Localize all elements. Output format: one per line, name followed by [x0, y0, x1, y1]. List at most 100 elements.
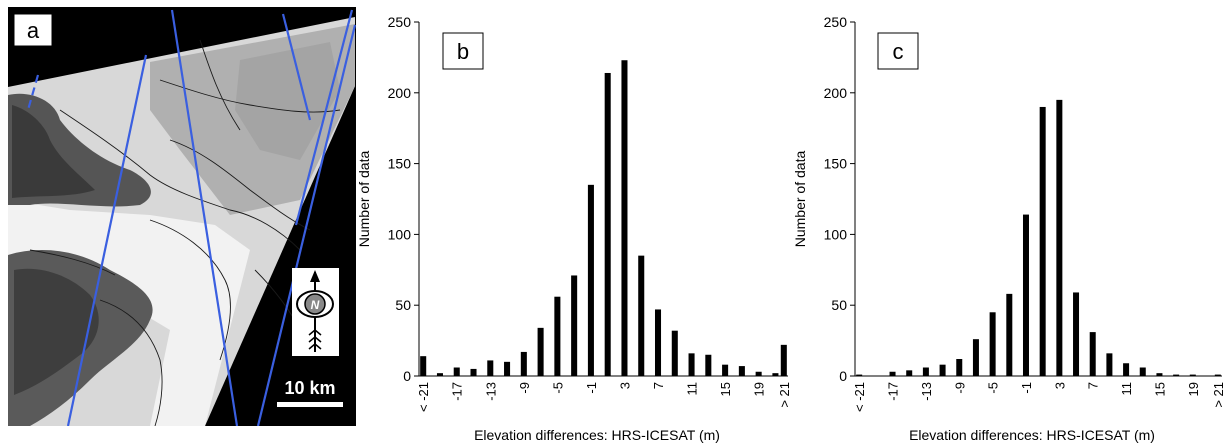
north-label: N [311, 298, 320, 312]
b-bar [780, 344, 787, 376]
track-6 [26, 74, 40, 111]
b-bar [688, 353, 695, 376]
c-bar [1006, 293, 1013, 376]
b-y-tick-label: 200 [388, 85, 412, 101]
b-x-tick-label: 19 [752, 382, 767, 396]
c-bar [1214, 374, 1221, 376]
c-y-tick-label: 0 [839, 368, 847, 384]
b-bar [420, 356, 427, 376]
b-bar [470, 368, 477, 376]
b-bar [554, 296, 561, 376]
b-x-tick-label: 15 [718, 382, 733, 396]
c-bar [1156, 373, 1163, 376]
b-bar [621, 60, 628, 377]
b-y-tick-label: 0 [403, 368, 411, 384]
c-x-tick-label: -17 [886, 382, 901, 401]
b-bar [638, 255, 645, 376]
b-x-tick-label: 11 [685, 382, 700, 396]
panel-a-label-box [13, 13, 53, 47]
c-bar [1089, 332, 1096, 376]
ice-surface-texture [235, 42, 340, 160]
c-bar [1139, 367, 1146, 376]
c-bar [856, 374, 863, 376]
north-arrow-icon: N [292, 268, 339, 356]
c-bar [906, 370, 913, 376]
c-bar [939, 364, 946, 376]
b-bar [520, 351, 527, 376]
c-bar [1106, 353, 1113, 376]
b-bar [436, 373, 443, 376]
c-bar [972, 339, 979, 376]
chart-b-x-label: Elevation differences: HRS-ICESAT (m) [474, 427, 720, 443]
c-x-tick-label: 7 [1086, 382, 1101, 389]
c-x-tick-label: -1 [1019, 382, 1034, 394]
b-bar [504, 361, 511, 376]
b-x-tick-label: -17 [450, 382, 465, 401]
c-y-tick-label: 50 [831, 297, 847, 313]
c-y-tick-label: 150 [824, 156, 848, 172]
chart-b-panel-label-box [442, 32, 484, 70]
c-x-tick-label: 15 [1152, 382, 1167, 396]
chart-b-x-tick-labels: < -21 -17 -13 -9 -5 -1 3 7 11 15 19 > 21 [416, 382, 792, 412]
dark-region-south-inner [14, 268, 99, 395]
b-y-tick-label: 100 [388, 226, 412, 242]
b-x-tick-label: -1 [584, 382, 599, 394]
b-x-tick-label: 3 [617, 382, 632, 389]
b-x-tick-label: < -21 [416, 382, 431, 412]
b-bar [537, 327, 544, 376]
c-bar [1189, 374, 1196, 376]
chart-c-panel-label: c [893, 39, 904, 64]
b-bar [755, 371, 762, 376]
track-1 [66, 54, 148, 426]
c-x-tick-label: -13 [919, 382, 934, 401]
chart-b-bars [420, 60, 787, 377]
c-x-tick-label: < -21 [852, 382, 867, 412]
b-x-tick-label: -9 [517, 382, 532, 394]
c-bar [1039, 106, 1046, 377]
c-bar [889, 371, 896, 376]
track-2 [170, 9, 239, 426]
track-3 [256, 24, 356, 426]
c-bar [956, 359, 963, 376]
panel-a-label: a [27, 18, 40, 43]
satellite-tracks [26, 9, 356, 426]
b-bar [654, 309, 662, 376]
b-x-tick-label: -13 [483, 382, 498, 401]
c-bar [1056, 99, 1063, 376]
chart-c-panel-label-box [877, 32, 919, 70]
b-y-tick-label: 50 [395, 297, 411, 313]
b-bar [453, 367, 460, 376]
b-bar [604, 72, 611, 376]
b-x-tick-label: > 21 [777, 382, 792, 408]
b-bar [738, 366, 745, 376]
chart-b-y-label: Number of data [356, 151, 372, 248]
c-y-tick-label: 200 [824, 85, 848, 101]
c-x-tick-label: 11 [1119, 382, 1134, 396]
b-bar [772, 373, 779, 376]
c-bar [1022, 214, 1029, 376]
b-bar [571, 275, 578, 376]
b-y-tick-label: 150 [388, 156, 412, 172]
b-x-tick-label: -5 [550, 382, 565, 394]
track-4 [281, 13, 312, 121]
b-bar [587, 184, 594, 376]
c-x-tick-label: 19 [1186, 382, 1201, 396]
c-bar [1173, 374, 1180, 376]
c-bar [1073, 292, 1080, 376]
chart-c-y-label: Number of data [792, 151, 808, 248]
c-bar [1123, 363, 1130, 376]
c-bar [989, 312, 996, 376]
chart-c-x-label: Elevation differences: HRS-ICESAT (m) [909, 427, 1155, 443]
b-bar [487, 360, 494, 376]
c-x-tick-label: 3 [1052, 382, 1067, 389]
b-x-tick-label: 7 [651, 382, 666, 389]
chart-b-y-axis-ticks: 0 50 100 150 200 250 [388, 14, 419, 384]
scale-bar: 10 km [277, 378, 343, 407]
b-bar [705, 354, 712, 376]
chart-c-y-axis-ticks: 0 50 100 150 200 250 [824, 14, 855, 384]
c-x-tick-label: > 21 [1211, 382, 1226, 408]
chart-b-panel-label: b [457, 39, 469, 64]
